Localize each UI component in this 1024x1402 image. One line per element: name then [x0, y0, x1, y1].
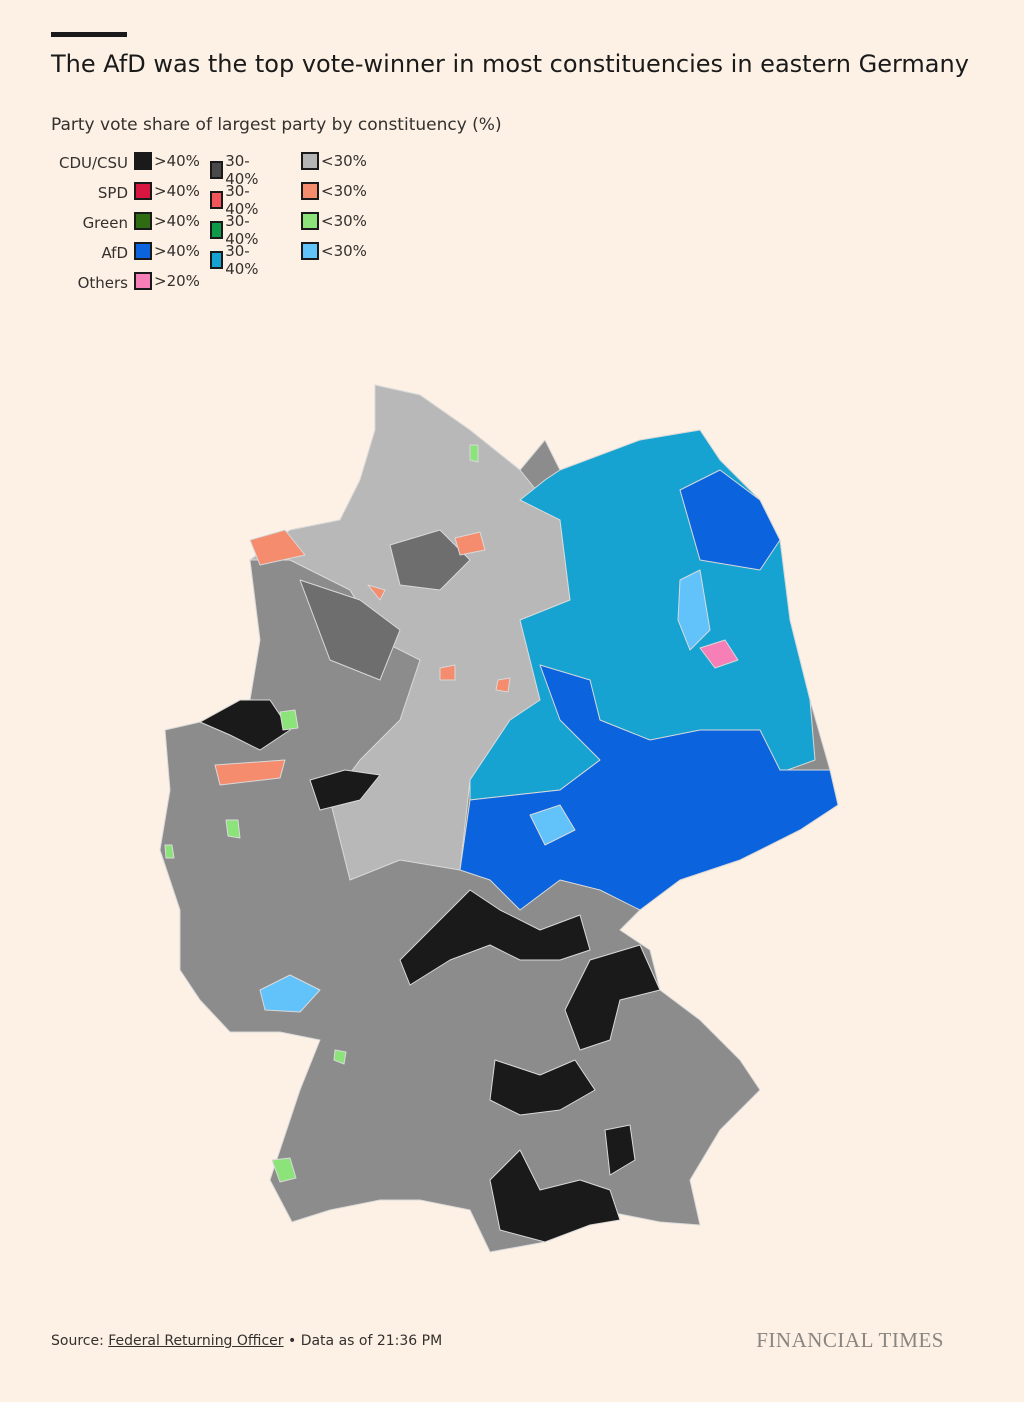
- legend-party: Green: [82, 214, 128, 232]
- title: The AfD was the top vote-winner in most …: [51, 50, 969, 78]
- legend-item: >40%: [134, 212, 200, 230]
- afd-light-saar: [259, 974, 321, 1013]
- legend-label: >40%: [154, 242, 200, 260]
- black-bavaria-south: [489, 1149, 621, 1243]
- legend-item: >40%: [134, 182, 200, 200]
- east-afd-high-south: [459, 664, 839, 911]
- green-spots: [164, 444, 479, 1183]
- legend-swatch: [210, 191, 224, 209]
- legend-item: >40%: [134, 152, 200, 170]
- legend-label: >20%: [154, 272, 200, 290]
- subtitle: Party vote share of largest party by con…: [51, 115, 502, 135]
- legend-label: <30%: [321, 182, 367, 200]
- legend-swatch: [134, 182, 152, 200]
- legend-swatch: [134, 152, 152, 170]
- legend-party: Others: [77, 274, 128, 292]
- legend-swatch: [134, 242, 152, 260]
- legend-swatch: [210, 251, 224, 269]
- legend-label: >40%: [154, 152, 200, 170]
- legend-swatch: [210, 161, 224, 179]
- legend-party: SPD: [97, 184, 128, 202]
- legend-label: 30-40%: [225, 182, 259, 218]
- legend-party: AfD: [101, 244, 128, 262]
- legend-label: <30%: [321, 212, 367, 230]
- berlin-others: [699, 639, 739, 669]
- legend-label: <30%: [321, 152, 367, 170]
- legend-item: 30-40%: [210, 152, 263, 188]
- east-afd-high-north: [679, 469, 781, 571]
- legend-swatch: [301, 152, 319, 170]
- legend-item: 30-40%: [210, 182, 263, 218]
- black-bavaria-east: [489, 944, 661, 1176]
- black-bavaria-north: [399, 889, 591, 986]
- legend-swatch: [301, 182, 319, 200]
- black-nrw: [199, 699, 381, 811]
- berlin-light: [677, 569, 711, 651]
- spd-bremen: [214, 529, 511, 786]
- legend-item: <30%: [301, 182, 367, 200]
- legend-label: 30-40%: [225, 242, 259, 278]
- legend-label: 30-40%: [225, 152, 259, 188]
- legend-item: 30-40%: [210, 242, 263, 278]
- brand: FINANCIAL TIMES: [756, 1328, 944, 1352]
- legend-swatch: [134, 212, 152, 230]
- legend-label: <30%: [321, 242, 367, 260]
- legend-label: 30-40%: [225, 212, 259, 248]
- legend-swatch: [301, 212, 319, 230]
- legend-item: <30%: [301, 212, 367, 230]
- legend-item: >40%: [134, 242, 200, 260]
- legend-party: CDU/CSU: [58, 154, 128, 172]
- source-label: Source:: [51, 1333, 104, 1349]
- footer: Source: Federal Returning Officer • Data…: [51, 1333, 442, 1349]
- legend-swatch: [301, 242, 319, 260]
- legend-swatch: [134, 272, 152, 290]
- legend-label: >40%: [154, 182, 200, 200]
- west-mid-grey: [299, 529, 471, 681]
- map: [159, 384, 839, 1253]
- legend-item: >20%: [134, 272, 200, 290]
- title-rule: [51, 32, 127, 37]
- legend-item: <30%: [301, 152, 367, 170]
- legend-item: 30-40%: [210, 212, 263, 248]
- legend-label: >40%: [154, 212, 200, 230]
- source-link[interactable]: Federal Returning Officer: [108, 1333, 284, 1349]
- data-note: • Data as of 21:36 PM: [287, 1333, 443, 1349]
- legend-item: <30%: [301, 242, 367, 260]
- leipzig-light: [529, 804, 576, 846]
- legend-swatch: [210, 221, 224, 239]
